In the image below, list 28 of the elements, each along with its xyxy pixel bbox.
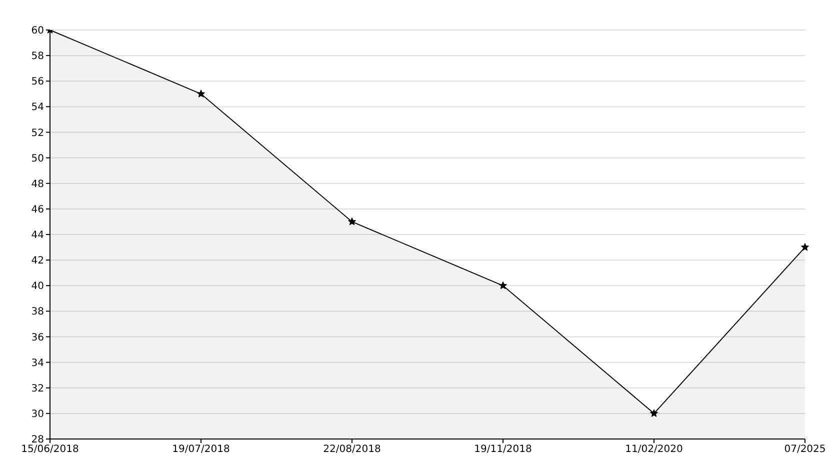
x-tick-label: 11/02/2020 [625,444,683,456]
y-tick-label: 40 [31,281,44,292]
point [800,243,810,251]
y-tick-label: 42 [31,256,44,267]
y-tick-label: 38 [31,306,44,318]
y-tick-label: 54 [31,102,44,114]
point [348,217,356,226]
y-tick-label: 46 [31,204,44,216]
y-tick-label: 44 [31,230,44,242]
x-tick-label: 19/11/2018 [474,444,532,456]
y-tick-label: 48 [31,178,44,190]
y-tick-label: 60 [31,26,44,37]
y-tick-label: 30 [31,408,44,420]
x-tick-label: 22/08/2018 [323,444,381,456]
y-tick-label: 50 [31,153,44,164]
point [196,90,206,98]
x-tick-label: 19/07/2018 [172,444,230,456]
x-tick-label: 15/06/2018 [21,444,79,456]
y-tick-label: 56 [31,76,44,88]
y-tick-label: 32 [31,383,44,394]
y-tick-label: 28 [31,434,44,446]
y-tick-label: 52 [31,128,44,139]
x-tick-label: 07/2025 [784,444,826,456]
y-tick-label: 58 [31,51,44,62]
y-tick-label: 34 [31,358,44,369]
y-tick-label: 36 [31,332,44,344]
point [498,281,508,290]
point [650,409,658,417]
